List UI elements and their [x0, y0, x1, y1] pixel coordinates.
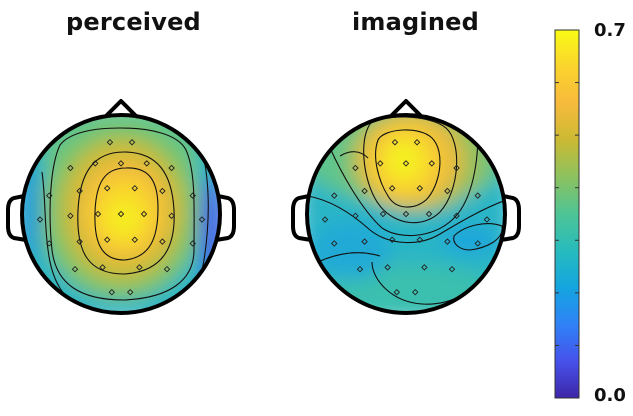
- sensor-marker: [94, 210, 102, 218]
- sensor-marker: [388, 185, 396, 192]
- sensor-marker: [331, 192, 338, 199]
- sensor-marker: [103, 236, 111, 243]
- sensor-marker: [377, 160, 384, 167]
- sensor-marker: [189, 192, 196, 199]
- sensor-marker: [444, 238, 451, 245]
- sensor-marker: [46, 240, 53, 247]
- sensor-marker: [67, 212, 74, 220]
- sensor-marker: [71, 265, 79, 273]
- sensor-marker: [453, 164, 460, 172]
- sensor-marker: [444, 187, 451, 195]
- colorbar-min-label: 0.0: [594, 385, 626, 406]
- sensor-marker: [356, 265, 364, 273]
- sensor-marker: [46, 192, 53, 199]
- sensor-marker: [428, 160, 435, 167]
- sensor-marker: [474, 192, 481, 199]
- sensor-marker: [453, 212, 460, 220]
- sensor-marker: [131, 236, 139, 243]
- left-ear-icon: [291, 194, 312, 242]
- sensor-marker: [92, 160, 99, 167]
- sensor-marker: [388, 236, 396, 243]
- sensor-marker: [117, 160, 125, 167]
- sensor-marker: [402, 160, 410, 167]
- sensor-marker: [416, 236, 424, 243]
- sensor-marker: [136, 264, 143, 271]
- sensor-marker: [126, 288, 134, 296]
- sensor-marker: [76, 187, 83, 195]
- sensor-marker: [159, 187, 166, 195]
- sensor-marker: [143, 160, 150, 167]
- sensor-marker: [384, 264, 391, 271]
- sensor-marker: [128, 139, 136, 146]
- sensor-marker: [474, 240, 481, 247]
- perceived-topomap: [6, 99, 236, 315]
- sensor-marker: [379, 210, 387, 218]
- sensor-marker: [117, 210, 125, 218]
- right-ear-icon: [215, 194, 236, 242]
- sensor-marker: [99, 264, 106, 271]
- sensor-marker: [140, 210, 148, 218]
- sensor-marker: [331, 240, 338, 247]
- sensor-marker: [413, 139, 421, 146]
- sensor-marker: [421, 264, 428, 271]
- sensor-marker: [361, 238, 368, 245]
- sensor-marker: [76, 238, 83, 245]
- sensor-marker: [321, 216, 329, 223]
- colorbar-gradient: [554, 29, 580, 399]
- sensor-marker: [402, 210, 410, 218]
- sensor-marker: [168, 212, 175, 220]
- left-ear-icon: [6, 194, 27, 242]
- sensor-marker: [159, 238, 166, 245]
- sensor-marker: [103, 185, 111, 192]
- imagined-title: imagined: [352, 8, 479, 36]
- sensor-marker: [108, 288, 116, 296]
- colorbar: [554, 29, 580, 399]
- sensor-marker: [411, 288, 419, 296]
- sensor-marker: [189, 240, 196, 247]
- sensor-marker: [416, 185, 424, 192]
- sensor-marker: [448, 265, 456, 273]
- sensor-marker: [106, 139, 114, 146]
- colorbar-max-label: 0.7: [594, 20, 626, 41]
- sensor-marker: [361, 187, 368, 195]
- sensor-marker: [352, 212, 359, 220]
- perceived-title: perceived: [66, 8, 201, 36]
- sensor-marker: [163, 265, 171, 273]
- sensor-marker: [391, 139, 399, 146]
- sensor-marker: [198, 216, 206, 223]
- imagined-topomap: [291, 99, 521, 315]
- sensor-marker: [352, 164, 359, 172]
- sensor-marker: [36, 216, 44, 223]
- sensor-marker: [393, 288, 401, 296]
- sensor-marker: [168, 164, 175, 172]
- sensor-marker: [131, 185, 139, 192]
- sensor-marker: [425, 210, 433, 218]
- sensor-marker: [67, 164, 74, 172]
- sensor-marker: [483, 216, 491, 223]
- right-ear-icon: [500, 194, 521, 242]
